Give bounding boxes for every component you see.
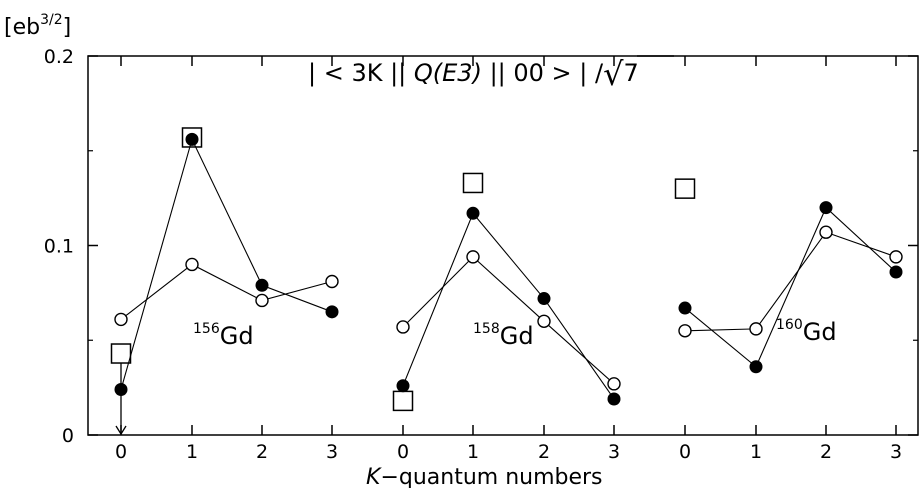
open-circle-point (255, 293, 269, 308)
x-tick-label: 1 (186, 441, 198, 463)
open-circle-point (466, 250, 480, 264)
y-tick-label: 0.2 (44, 46, 74, 68)
open-circle-point (607, 377, 621, 391)
mass-number: 156 (193, 321, 220, 337)
x-tick-label: 1 (467, 441, 479, 463)
plot-border (87, 55, 919, 436)
series-line (120, 137, 333, 390)
mass-number: 158 (473, 321, 500, 337)
filled-circle-point (607, 392, 621, 406)
filled-circle-point (255, 278, 269, 292)
x-tick-label: 3 (608, 441, 620, 463)
data-series (110, 127, 903, 436)
nucleus-label: 156Gd (193, 321, 254, 350)
series-line (402, 212, 615, 400)
series-line (684, 231, 897, 332)
open-circle-point (819, 225, 833, 239)
open-circle-point (185, 257, 199, 272)
series-line (684, 206, 897, 368)
open-circle-point (396, 320, 410, 334)
x-tick-label: 2 (256, 441, 268, 463)
element-symbol: Gd (220, 322, 254, 350)
x-tick-label: 2 (538, 441, 550, 463)
series-line (402, 256, 615, 385)
arrow-head (115, 425, 127, 436)
open-circle-point (537, 314, 551, 328)
open-circle-point (889, 250, 903, 264)
open-circle-point (678, 324, 692, 338)
y-tick-label: 0.1 (44, 236, 74, 258)
open-circle-point (114, 312, 128, 327)
filled-circle-point (537, 292, 551, 306)
open-circle-point (749, 322, 763, 336)
element-symbol: Gd (803, 318, 837, 346)
x-axis-label: K−quantum numbers (366, 465, 603, 488)
open-square-point (110, 343, 132, 364)
filled-circle-point (678, 301, 692, 315)
x-tick-label: 0 (115, 441, 127, 463)
mass-number: 160 (776, 317, 803, 333)
x-tick-label: 1 (750, 441, 762, 463)
open-circle-point (325, 274, 339, 289)
filled-circle-point (396, 379, 410, 393)
x-tick-label: 3 (890, 441, 902, 463)
nucleus-label: 160Gd (776, 317, 837, 346)
y-axis-label: [eb3/2] (4, 12, 71, 40)
chart-title: | < 3K || Q(E3) || 00 > | /√7 (308, 55, 639, 93)
axis-ticks: 0 0.1 0.2 0 1 2 3 0 1 2 3 0 1 2 3 (44, 46, 918, 463)
nucleus-label: 158Gd (473, 321, 534, 350)
filled-circle-point (749, 360, 763, 374)
filled-circle-point (185, 132, 199, 146)
series-line (120, 263, 333, 320)
open-square-point (392, 390, 414, 412)
plot-frame (87, 55, 919, 436)
filled-circle-point (819, 201, 833, 215)
open-square-point (462, 172, 484, 194)
y-tick-label: 0 (62, 425, 74, 447)
filled-circle-point (325, 305, 339, 319)
x-tick-label: 2 (820, 441, 832, 463)
element-symbol: Gd (500, 322, 534, 350)
x-tick-label: 3 (326, 441, 338, 463)
filled-circle-point (466, 206, 480, 220)
labels: | < 3K || Q(E3) || 00 > | /√7 [eb3/2] K−… (4, 12, 837, 488)
x-tick-label: 0 (679, 441, 691, 463)
x-tick-label: 0 (397, 441, 409, 463)
filled-circle-point (889, 265, 903, 279)
open-square-point (181, 127, 203, 148)
open-square-point (674, 178, 696, 199)
